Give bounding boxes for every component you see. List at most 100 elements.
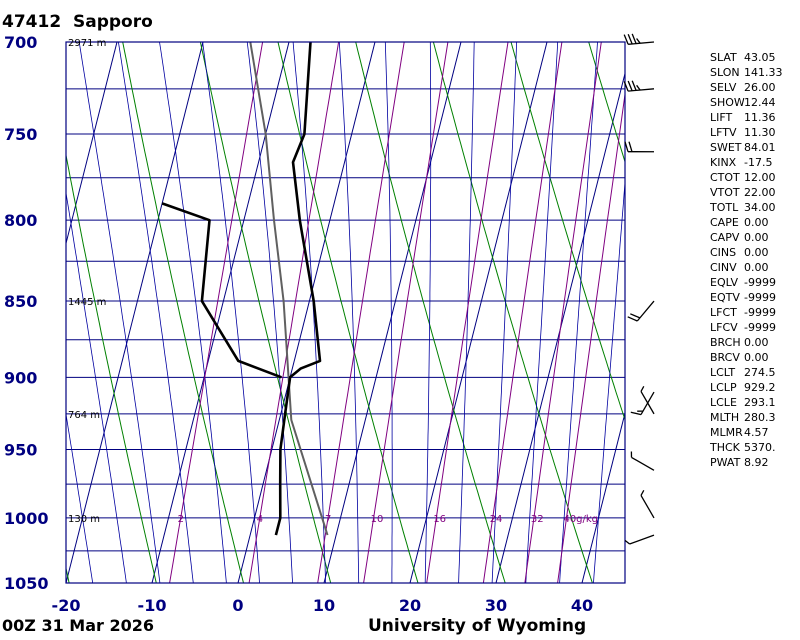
index-value: 12.44: [744, 96, 776, 109]
isotherm-20: [409, 42, 548, 583]
isotherm-30: [495, 71, 625, 583]
mixing-ratio-line-24: [482, 42, 563, 583]
isotherm--30: [66, 42, 118, 246]
wind-barb: [640, 385, 655, 415]
mixing-ratio-label: 10: [371, 514, 384, 525]
dry-adiabat: [355, 42, 506, 583]
station-title: 47412 Sapporo: [2, 12, 153, 32]
temperature-label: 20: [399, 596, 421, 615]
isotherm-40: [581, 411, 625, 583]
index-key: EQLV: [710, 276, 739, 289]
index-value: 11.36: [744, 111, 776, 124]
moist-adiabat: [202, 42, 260, 583]
index-key: LCLT: [710, 366, 736, 379]
profiles-layer: [161, 42, 329, 536]
temperature-label: -20: [52, 596, 81, 615]
moist-adiabat: [292, 42, 326, 583]
moist-adiabat: [159, 42, 227, 583]
isotherm-10: [323, 42, 462, 583]
temperature-label: 0: [232, 596, 243, 615]
pressure-label-800: 800: [4, 211, 37, 230]
moist-adiabat: [66, 190, 127, 583]
index-row-show: SHOW12.44: [710, 95, 783, 110]
index-value: 34.00: [744, 201, 776, 214]
index-row-selv: SELV 26.00: [710, 80, 783, 95]
index-row-lfcv: LFCV -9999: [710, 320, 783, 335]
index-key: BRCV: [710, 351, 740, 364]
mixing-ratio-line-7: [317, 42, 405, 583]
wind-barb: [624, 534, 655, 545]
index-row-eqtv: EQTV -9999: [710, 290, 783, 305]
index-key: SHOW: [710, 96, 745, 109]
isotherm--40: [0, 42, 31, 583]
index-key: CINV: [710, 261, 737, 274]
mixing-ratio-line-40: [557, 90, 625, 583]
index-row-eqlv: EQLV -9999: [710, 275, 783, 290]
dry-adiabat: [199, 42, 332, 583]
height-label: 130 m: [68, 514, 100, 525]
index-row-kinx: KINX -17.5: [710, 155, 783, 170]
wind-barb: [627, 300, 655, 322]
index-value: 12.00: [744, 171, 776, 184]
parcel-trace: [249, 42, 329, 536]
index-row-capv: CAPV 0.00: [710, 230, 783, 245]
moist-adiabat: [491, 42, 517, 583]
index-key: LFTV: [710, 126, 737, 139]
wind-barb: [630, 451, 655, 471]
dry-adiabat: [588, 42, 625, 164]
index-row-thck: THCK 5370.: [710, 440, 783, 455]
index-row-mlth: MLTH 280.3: [710, 410, 783, 425]
wind-barb: [640, 489, 655, 519]
observation-time: 00Z 31 Mar 2026: [2, 616, 154, 635]
index-value: 929.2: [744, 381, 776, 394]
height-label: 2971 m: [68, 38, 106, 49]
index-row-brcv: BRCV 0.00: [710, 350, 783, 365]
adiabats-layer: [66, 42, 625, 583]
index-value: 0.00: [744, 336, 769, 349]
pressure-label-750: 750: [4, 125, 37, 144]
pressure-label-1000: 1000: [4, 509, 49, 528]
index-row-lfct: LFCT -9999: [710, 305, 783, 320]
index-key: MLMR: [710, 426, 743, 439]
index-value: -9999: [744, 291, 776, 304]
mixing-ratio-label: 4: [257, 514, 263, 525]
dry-adiabat: [510, 42, 625, 422]
mixing-ratio-label: 2: [178, 514, 184, 525]
pressure-label-950: 950: [4, 440, 37, 459]
index-row-pwat: PWAT 8.92: [710, 455, 783, 470]
temperature-label: 40: [571, 596, 593, 615]
moist-adiabat: [66, 411, 94, 583]
mixing-ratio-label: 7: [325, 514, 331, 525]
moist-adiabat: [338, 42, 360, 583]
moist-adiabat: [458, 42, 475, 583]
chart-frame: [65, 41, 626, 584]
index-key: LFCV: [710, 321, 738, 334]
wind-barb: [623, 80, 655, 92]
index-key: LIFT: [710, 111, 733, 124]
height-label: 1445 m: [68, 297, 106, 308]
index-row-cape: CAPE 0.00: [710, 215, 783, 230]
index-key: MLTH: [710, 411, 740, 424]
index-value: 0.00: [744, 231, 769, 244]
index-key: CINS: [710, 246, 737, 259]
index-row-lclp: LCLP 929.2: [710, 380, 783, 395]
index-row-totl: TOTL 34.00: [710, 200, 783, 215]
dewpoint-profile: [161, 202, 282, 379]
index-row-brch: BRCH 0.00: [710, 335, 783, 350]
index-value: 26.00: [744, 81, 776, 94]
index-key: BRCH: [710, 336, 741, 349]
index-key: LCLP: [710, 381, 737, 394]
axis-labels-layer: 2 4 7 10 16 24 32 40g/kg70075080085090095010001…: [4, 33, 598, 615]
index-key: SLAT: [710, 51, 737, 64]
index-row-slon: SLON 141.33: [710, 65, 783, 80]
wind-barbs-layer: [623, 33, 655, 545]
temperature-profile: [274, 42, 322, 536]
index-value: -9999: [744, 276, 776, 289]
index-value: -9999: [744, 321, 776, 334]
isotherm--10: [151, 42, 290, 583]
plot-border: [65, 41, 626, 584]
pressure-label-1050: 1050: [4, 574, 49, 593]
index-row-ctot: CTOT 12.00: [710, 170, 783, 185]
index-row-swet: SWET 84.01: [710, 140, 783, 155]
moist-adiabat: [525, 42, 559, 583]
